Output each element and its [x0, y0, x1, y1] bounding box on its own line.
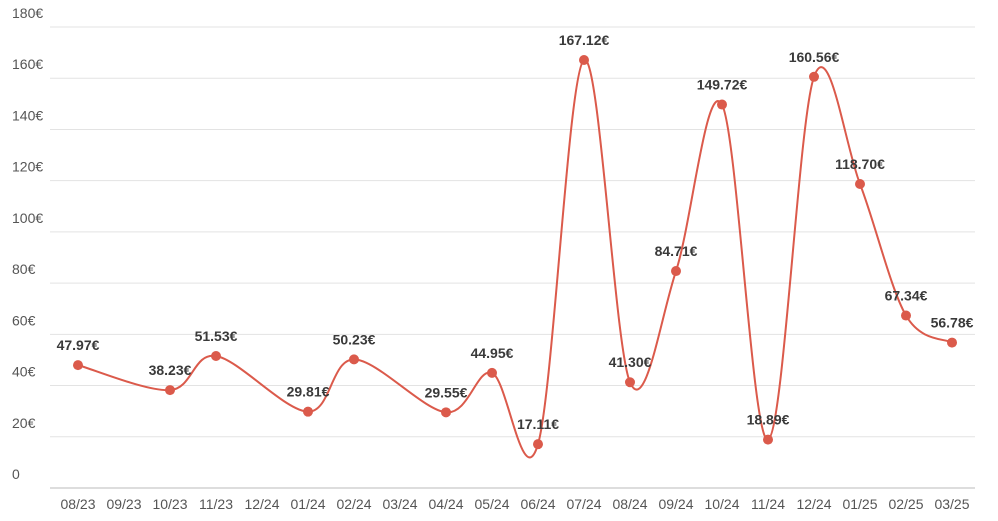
point	[303, 406, 313, 417]
y-tick-label: 160€	[12, 56, 43, 72]
x-tick-label: 07/24	[566, 496, 601, 512]
point	[947, 337, 957, 348]
data-label: 67.34€	[885, 288, 928, 304]
point	[809, 71, 819, 82]
point	[211, 351, 221, 362]
point	[533, 439, 543, 450]
data-label: 17.11€	[517, 416, 559, 432]
data-label: 56.78€	[931, 315, 974, 331]
data-label: 29.81€	[287, 384, 330, 400]
point	[165, 385, 175, 396]
data-label: 50.23€	[333, 331, 376, 347]
data-label: 84.71€	[655, 243, 698, 259]
data-label: 160.56€	[789, 49, 840, 65]
point	[717, 99, 727, 110]
point	[625, 377, 635, 388]
point	[441, 407, 451, 418]
data-label: 38.23€	[149, 362, 192, 378]
x-tick-label: 06/24	[520, 496, 555, 512]
y-tick-label: 60€	[12, 312, 36, 328]
y-tick-label: 180€	[12, 5, 43, 21]
y-tick-label: 80€	[12, 261, 36, 277]
data-label: 18.89€	[747, 412, 790, 428]
point	[73, 360, 83, 371]
x-tick-label: 02/25	[888, 496, 923, 512]
x-tick-label: 12/24	[796, 496, 831, 512]
x-tick-label: 10/23	[152, 496, 187, 512]
data-label: 118.70€	[835, 156, 885, 172]
x-tick-label: 08/24	[612, 496, 647, 512]
data-label: 29.55€	[425, 384, 468, 400]
point	[671, 266, 681, 277]
point	[487, 367, 497, 378]
y-tick-label: 20€	[12, 415, 36, 431]
x-tick-label: 04/24	[428, 496, 463, 512]
data-label: 51.53€	[195, 328, 238, 344]
y-tick-label: 140€	[12, 107, 43, 123]
point	[763, 434, 773, 445]
y-tick-label: 100€	[12, 210, 43, 226]
y-tick-label: 120€	[12, 159, 43, 175]
x-tick-label: 09/23	[106, 496, 141, 512]
y-tick-label: 0	[12, 466, 20, 482]
x-tick-label: 09/24	[658, 496, 693, 512]
x-tick-label: 05/24	[474, 496, 509, 512]
x-tick-label: 01/24	[290, 496, 325, 512]
y-tick-label: 40€	[12, 364, 36, 380]
data-label: 47.97€	[57, 337, 100, 353]
x-tick-label: 03/24	[382, 496, 417, 512]
x-tick-label: 02/24	[336, 496, 371, 512]
x-tick-label: 08/23	[60, 496, 95, 512]
x-tick-label: 01/25	[842, 496, 877, 512]
line	[77, 58, 953, 459]
point	[579, 54, 589, 65]
x-tick-label: 11/23	[199, 496, 233, 512]
point	[855, 178, 865, 189]
x-tick-label: 11/24	[751, 496, 785, 512]
x-tick-label: 10/24	[704, 496, 739, 512]
point	[349, 354, 359, 365]
data-label: 41.30€	[609, 354, 652, 370]
data-label: 149.72€	[697, 77, 748, 93]
x-tick-label: 12/24	[244, 496, 279, 512]
data-label: 44.95€	[471, 345, 514, 361]
x-tick-label: 03/25	[934, 496, 969, 512]
point	[901, 310, 911, 321]
data-label: 167.12€	[559, 32, 610, 48]
